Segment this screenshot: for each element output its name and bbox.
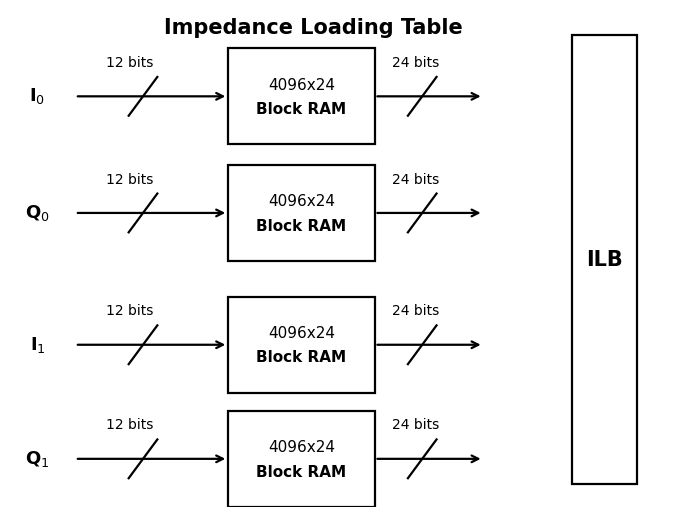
Text: 12 bits: 12 bits [106, 172, 153, 187]
Text: 24 bits: 24 bits [392, 418, 439, 432]
Text: 24 bits: 24 bits [392, 172, 439, 187]
Bar [228, 165, 375, 261]
Text: Block RAM: Block RAM [256, 464, 347, 480]
Text: 24 bits: 24 bits [392, 56, 439, 70]
Text: Impedance Loading Table: Impedance Loading Table [164, 18, 462, 38]
Text: 12 bits: 12 bits [106, 418, 153, 432]
Text: 24 bits: 24 bits [392, 304, 439, 318]
Text: ILB: ILB [586, 250, 622, 270]
Text: Block RAM: Block RAM [256, 219, 347, 234]
Text: 12 bits: 12 bits [106, 304, 153, 318]
Bar [228, 48, 375, 144]
Text: 4096x24: 4096x24 [268, 326, 335, 341]
Text: Block RAM: Block RAM [256, 102, 347, 117]
Bar [228, 297, 375, 393]
Text: Q$_0$: Q$_0$ [25, 203, 50, 223]
Text: 4096x24: 4096x24 [268, 194, 335, 209]
Text: I$_1$: I$_1$ [29, 335, 46, 355]
Text: 4096x24: 4096x24 [268, 78, 335, 93]
Text: 4096x24: 4096x24 [268, 440, 335, 455]
Text: I$_0$: I$_0$ [29, 86, 46, 106]
Bar [572, 35, 637, 484]
Bar [228, 411, 375, 507]
Text: 12 bits: 12 bits [106, 56, 153, 70]
Text: Block RAM: Block RAM [256, 350, 347, 366]
Text: Q$_1$: Q$_1$ [25, 449, 50, 469]
